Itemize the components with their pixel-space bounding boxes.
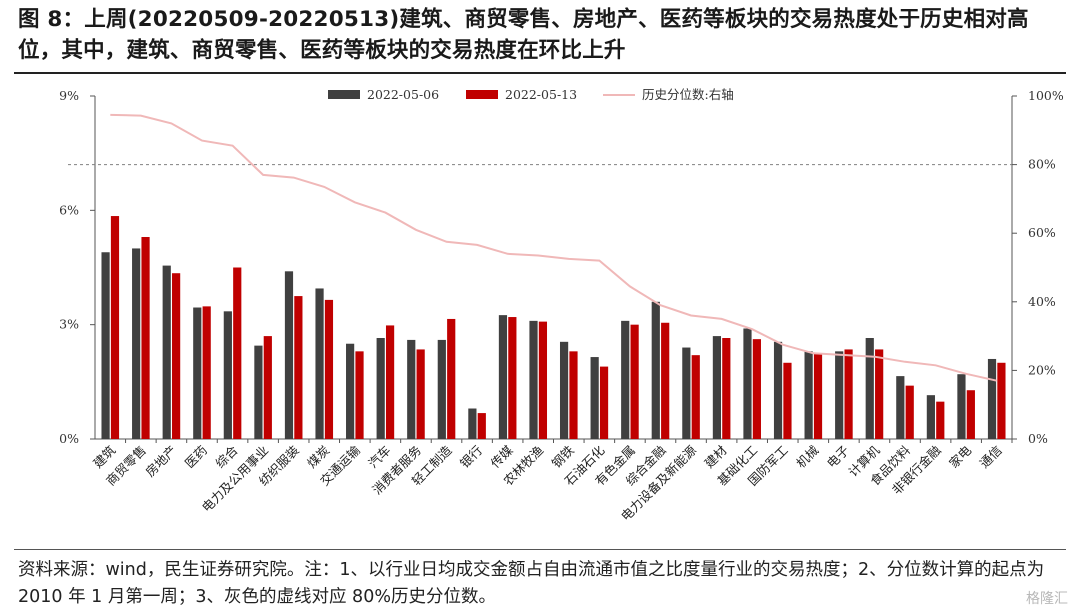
bar-2022-05-13 bbox=[508, 317, 517, 439]
bar-2022-05-06 bbox=[437, 339, 446, 439]
right-tick-label: 20% bbox=[1028, 362, 1056, 377]
bar-2022-05-06 bbox=[651, 301, 660, 439]
legend-swatch-2022-05-13 bbox=[466, 90, 498, 99]
bar-2022-05-13 bbox=[875, 349, 884, 439]
category-label: 银行 bbox=[457, 443, 485, 471]
bar-2022-05-06 bbox=[498, 315, 508, 439]
legend-label-percentile: 历史分位数:右轴 bbox=[642, 87, 734, 102]
category-label: 医药 bbox=[182, 443, 210, 471]
legend-swatch-2022-05-06 bbox=[328, 90, 360, 99]
bar-2022-05-13 bbox=[202, 306, 211, 439]
bar-2022-05-06 bbox=[682, 347, 691, 439]
bar-2022-05-06 bbox=[987, 358, 997, 439]
bar-2022-05-06 bbox=[346, 343, 355, 439]
category-label: 家电 bbox=[946, 442, 975, 471]
bar-2022-05-13 bbox=[110, 216, 120, 439]
bar-2022-05-06 bbox=[193, 307, 202, 439]
bar-2022-05-13 bbox=[813, 353, 823, 439]
bar-2022-05-06 bbox=[468, 408, 477, 439]
bar-2022-05-13 bbox=[263, 336, 272, 439]
bar-2022-05-06 bbox=[284, 271, 294, 439]
bar-2022-05-13 bbox=[569, 351, 578, 439]
bar-2022-05-06 bbox=[376, 338, 385, 439]
category-label: 通信 bbox=[977, 443, 1005, 471]
category-label: 房地产 bbox=[142, 443, 179, 480]
note-divider bbox=[14, 549, 1066, 550]
bar-2022-05-13 bbox=[752, 339, 761, 439]
bar-2022-05-13 bbox=[141, 237, 150, 439]
bar-2022-05-13 bbox=[416, 349, 425, 439]
bar-2022-05-13 bbox=[997, 362, 1006, 439]
category-label: 机械 bbox=[793, 442, 822, 471]
bar-2022-05-13 bbox=[172, 273, 181, 439]
watermark: 格隆汇 bbox=[1026, 591, 1068, 607]
bar-2022-05-13 bbox=[599, 366, 609, 439]
bar-2022-05-06 bbox=[712, 336, 722, 439]
bar-2022-05-13 bbox=[722, 338, 731, 439]
bar-2022-05-13 bbox=[355, 351, 364, 439]
bar-2022-05-06 bbox=[407, 339, 416, 439]
bar-2022-05-06 bbox=[529, 320, 538, 439]
left-tick-label: 9% bbox=[59, 88, 79, 103]
bar-2022-05-13 bbox=[966, 390, 975, 439]
bar-2022-05-06 bbox=[957, 374, 966, 439]
right-tick-label: 100% bbox=[1028, 88, 1064, 103]
bar-2022-05-06 bbox=[254, 345, 263, 439]
legend-label-2022-05-13: 2022-05-13 bbox=[505, 87, 577, 102]
bar-2022-05-13 bbox=[691, 355, 700, 439]
legend-label-2022-05-06: 2022-05-06 bbox=[367, 87, 439, 102]
title-divider bbox=[14, 72, 1066, 74]
bar-2022-05-13 bbox=[905, 385, 914, 439]
bar-2022-05-13 bbox=[844, 349, 853, 439]
bar-2022-05-13 bbox=[783, 362, 792, 439]
bar-2022-05-13 bbox=[447, 318, 456, 439]
percentile-line bbox=[110, 113, 997, 382]
left-tick-label: 0% bbox=[59, 431, 79, 446]
bar-2022-05-06 bbox=[132, 248, 141, 439]
bar-2022-05-13 bbox=[294, 296, 303, 439]
bar-2022-05-13 bbox=[385, 325, 395, 439]
right-tick-label: 0% bbox=[1028, 431, 1048, 446]
bar-2022-05-06 bbox=[773, 341, 783, 439]
bar-2022-05-13 bbox=[538, 321, 548, 439]
bar-2022-05-06 bbox=[315, 288, 324, 439]
bar-2022-05-06 bbox=[804, 351, 813, 439]
bar-2022-05-06 bbox=[835, 351, 844, 439]
bar-2022-05-06 bbox=[101, 252, 110, 439]
left-tick-label: 6% bbox=[59, 202, 79, 217]
bar-2022-05-06 bbox=[743, 328, 752, 439]
right-tick-label: 80% bbox=[1028, 157, 1056, 172]
bar-2022-05-13 bbox=[630, 324, 639, 439]
bar-2022-05-13 bbox=[936, 401, 945, 439]
bar-2022-05-06 bbox=[162, 265, 171, 439]
bar-2022-05-06 bbox=[621, 320, 630, 439]
bar-2022-05-06 bbox=[223, 311, 232, 439]
bar-2022-05-13 bbox=[324, 299, 334, 439]
bar-2022-05-13 bbox=[477, 413, 486, 439]
left-tick-label: 3% bbox=[59, 317, 79, 332]
bar-2022-05-06 bbox=[590, 357, 599, 439]
bar-2022-05-06 bbox=[926, 395, 935, 439]
bar-2022-05-06 bbox=[559, 341, 569, 439]
bar-2022-05-06 bbox=[865, 338, 874, 439]
chart-title: 图 8：上周(20220509-20220513)建筑、商贸零售、房地产、医药等… bbox=[18, 7, 1029, 63]
bar-2022-05-13 bbox=[661, 322, 670, 439]
chart-area: 0% 3% 6% 9% 0% 20% 40% 60% 80% 100% 建筑 商贸零售 房地产 医药 综合电… bbox=[0, 76, 1080, 546]
right-tick-label: 40% bbox=[1028, 294, 1056, 309]
bar-2022-05-06 bbox=[896, 376, 905, 439]
bar-2022-05-13 bbox=[233, 267, 242, 439]
right-tick-label: 60% bbox=[1028, 225, 1056, 240]
source-note: 资料来源：wind，民生证券研究院。注：1、以行业日均成交金额占自由流通市值之比… bbox=[18, 560, 1045, 607]
